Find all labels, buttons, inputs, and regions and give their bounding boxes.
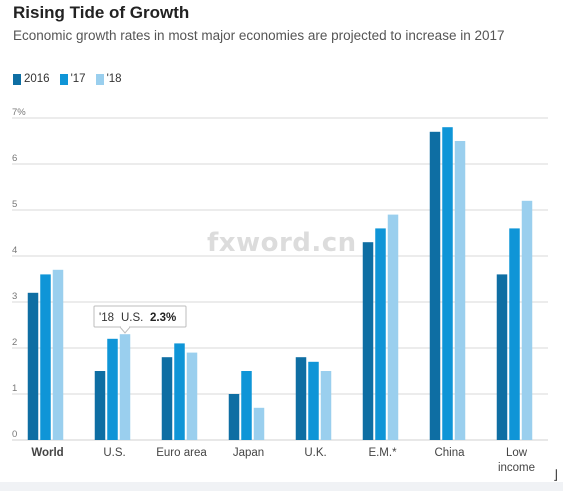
x-tick-label-5: E.M.* [368,447,397,459]
x-tick-label-2: Euro area [156,447,207,459]
y-tick-label-0: 0 [12,429,17,440]
bar-e-m--2 [387,214,399,440]
x-tick-label-6: China [434,447,465,459]
bar-world-2 [52,269,64,440]
tooltip-pointer [119,326,131,334]
legend-label-2016: 2016 [24,73,50,85]
bar-low-income-0 [496,274,508,440]
chart-legend: 2016 '17 '18 [13,73,122,85]
legend-swatch-2016 [13,73,21,85]
y-tick-label-1: 1 [12,383,17,394]
bar-japan-2 [253,407,265,440]
y-tick-label-6: 6 [12,153,17,164]
legend-swatch-18 [95,73,104,85]
tooltip-box [93,305,187,328]
watermark: fxword.cn [207,228,357,258]
bar-china-2 [454,141,466,440]
legend-item-18[interactable]: '18 [95,73,122,85]
bar-euro-area-0 [161,357,173,440]
chart-title: Rising Tide of Growth [13,3,190,22]
bar-euro-area-1 [174,343,185,440]
bottom-bar [0,482,563,491]
chart-subtitle: Economic growth rates in most major econ… [13,28,505,43]
bar-world-0 [27,292,39,440]
bar-u-k--1 [308,361,319,440]
bar-euro-area-2 [186,352,198,440]
x-tick-label-1: U.S. [103,447,125,459]
bar-china-0 [429,131,441,441]
tooltip-region: U.S. [121,312,143,324]
bar-japan-0 [228,394,240,440]
x-tick-label-3: Japan [233,447,264,459]
x-tick-label-0: World [31,447,63,459]
bar-e-m--0 [362,242,374,440]
legend-label-17: '17 [70,73,86,85]
bar-low-income-1 [509,228,520,440]
bar-low-income-2 [521,200,533,440]
legend-item-17[interactable]: '17 [59,73,86,85]
bar-u-s--2 [119,334,131,440]
y-tick-label-2: 2 [12,337,17,348]
y-tick-label-7: 7% [12,107,26,118]
bar-u-k--2 [320,371,332,440]
x-tick-label-4: U.K. [304,447,326,459]
bar-u-s--0 [94,371,106,440]
y-tick-label-4: 4 [12,245,17,256]
tooltip-year: '18 [99,312,114,324]
y-tick-label-3: 3 [12,291,17,302]
bar-u-s--1 [107,338,118,440]
tooltip-value: 2.3% [150,312,176,324]
y-tick-label-5: 5 [12,199,17,210]
x-tick-label-7-0: Low [506,447,528,459]
bar-world-1 [40,274,51,440]
x-tick-label-7-1: income [498,462,535,474]
bar-e-m--1 [375,228,386,440]
legend-swatch-17 [59,73,68,85]
legend-item-2016[interactable]: 2016 [13,73,50,85]
legend-label-18: '18 [106,73,122,85]
bar-china-1 [442,127,453,440]
bar-u-k--0 [295,357,307,440]
bar-japan-1 [241,371,252,440]
corner-mark: ⌋ [552,468,560,483]
